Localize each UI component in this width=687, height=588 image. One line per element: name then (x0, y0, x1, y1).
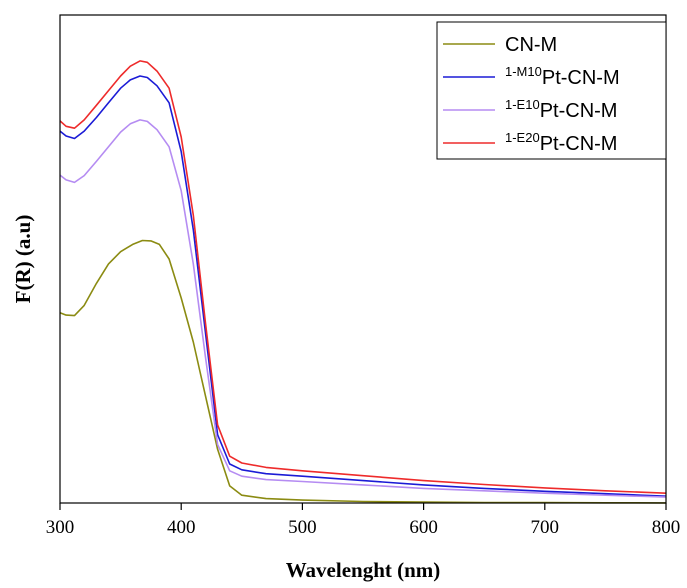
legend-label: 1-E20Pt-CN-M (505, 130, 617, 155)
series-layer (59, 60, 667, 504)
series-line-1 (59, 239, 667, 504)
legend-label: 1-E10Pt-CN-M (505, 97, 617, 122)
x-tick-label: 300 (46, 517, 75, 538)
x-tick-label: 700 (531, 517, 560, 538)
x-tick-label: 500 (288, 517, 317, 538)
legend: CN-M 1-M10Pt-CN-M 1-E10Pt-CN-M 1-E20Pt-CN-M (436, 21, 667, 160)
x-axis-title: Wavelenght (nm) (286, 558, 441, 582)
legend-box (436, 21, 667, 160)
ticks-layer: 300 400 500 600 700 800 (46, 503, 681, 538)
x-tick-label: 600 (409, 517, 438, 538)
series-line-2 (59, 75, 667, 497)
plot-frame (59, 14, 667, 504)
x-tick-label: 400 (167, 517, 196, 538)
legend-label: 1-M10Pt-CN-M (505, 64, 620, 89)
y-axis-title: F(R) (a.u) (11, 215, 35, 304)
x-tick-label: 800 (652, 517, 681, 538)
legend-entries: CN-M 1-M10Pt-CN-M 1-E10Pt-CN-M 1-E20Pt-CN-M (443, 34, 620, 155)
series-line-4 (59, 60, 667, 494)
series-line-3 (59, 119, 667, 498)
legend-label: CN-M (505, 34, 557, 56)
